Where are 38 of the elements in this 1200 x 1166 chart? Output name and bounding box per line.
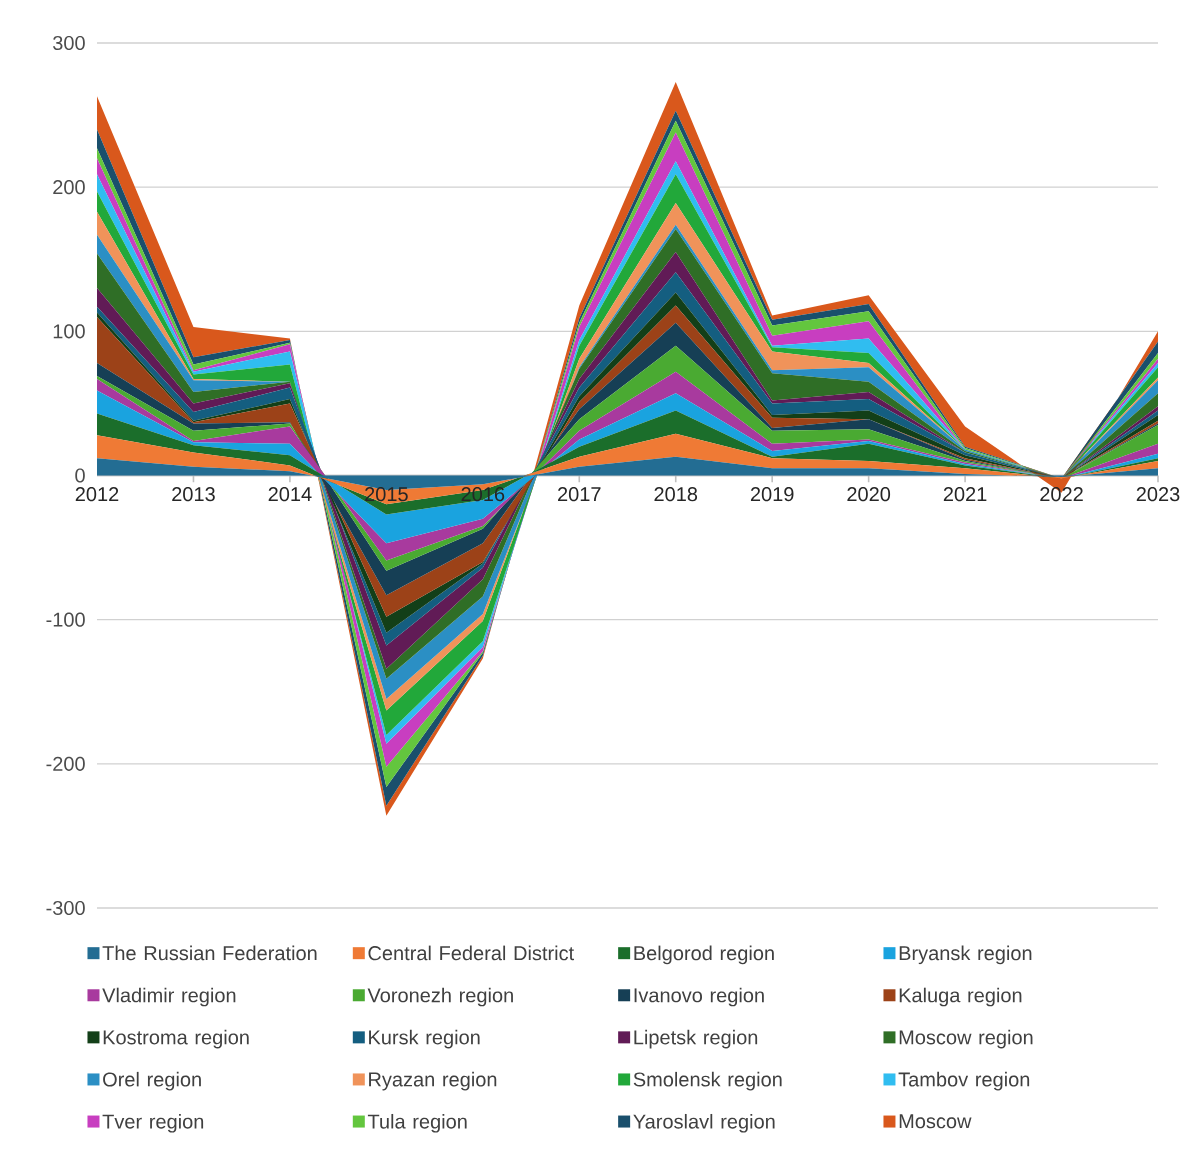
x-tick-label: 2021 [943,487,987,502]
legend-label: Moscow region [899,1029,1033,1049]
y-tick-label: 200 [53,180,85,195]
legend-label: Ivanovo region [634,987,764,1007]
y-tick-label: 300 [53,35,85,51]
legend-label: Smolensk region [633,1071,782,1091]
x-tick-label: 2020 [847,487,891,502]
legend-label: Vladimir region [102,987,236,1007]
legend-label: Tula region [367,1113,467,1133]
legend-label: Kostroma region [103,1029,249,1049]
y-tick-label: -300 [46,900,85,916]
legend-label: Kaluga region [899,987,1022,1007]
legend-label: Tambov region [898,1071,1030,1091]
legend-label: Moscow [899,1114,972,1129]
legend-label: The Russian Federation [102,945,317,961]
x-tick-label: 2017 [558,487,601,502]
legend-label: Yaroslavl region [633,1113,775,1133]
y-tick-label: 0 [75,468,85,483]
y-tick-label: -100 [46,612,85,627]
legend-label: Ryazan region [369,1071,497,1091]
legend-label: Lipetsk region [634,1029,758,1049]
legend-label: Central Federal District [368,945,575,961]
legend-label: Belgorod region [634,945,774,965]
x-tick-label: 2013 [172,487,215,502]
x-tick-label: 2023 [1136,487,1180,502]
legend-label: Orel region [103,1071,201,1091]
x-tick-label: 2022 [1040,487,1083,502]
legend-label: Kursk region [369,1029,480,1049]
x-tick-label: 2018 [654,487,698,502]
x-tick-label: 2014 [268,487,312,502]
legend-label: Voronezh region [367,987,513,1007]
legend-label: Bryansk region [899,945,1032,965]
y-tick-label: 100 [53,324,85,339]
y-tick-label: -200 [46,756,85,771]
legend-label: Tver region [102,1113,204,1133]
x-tick-label: 2012 [75,487,119,502]
x-tick-label: 2015 [365,487,408,502]
x-tick-label: 2019 [750,487,794,502]
